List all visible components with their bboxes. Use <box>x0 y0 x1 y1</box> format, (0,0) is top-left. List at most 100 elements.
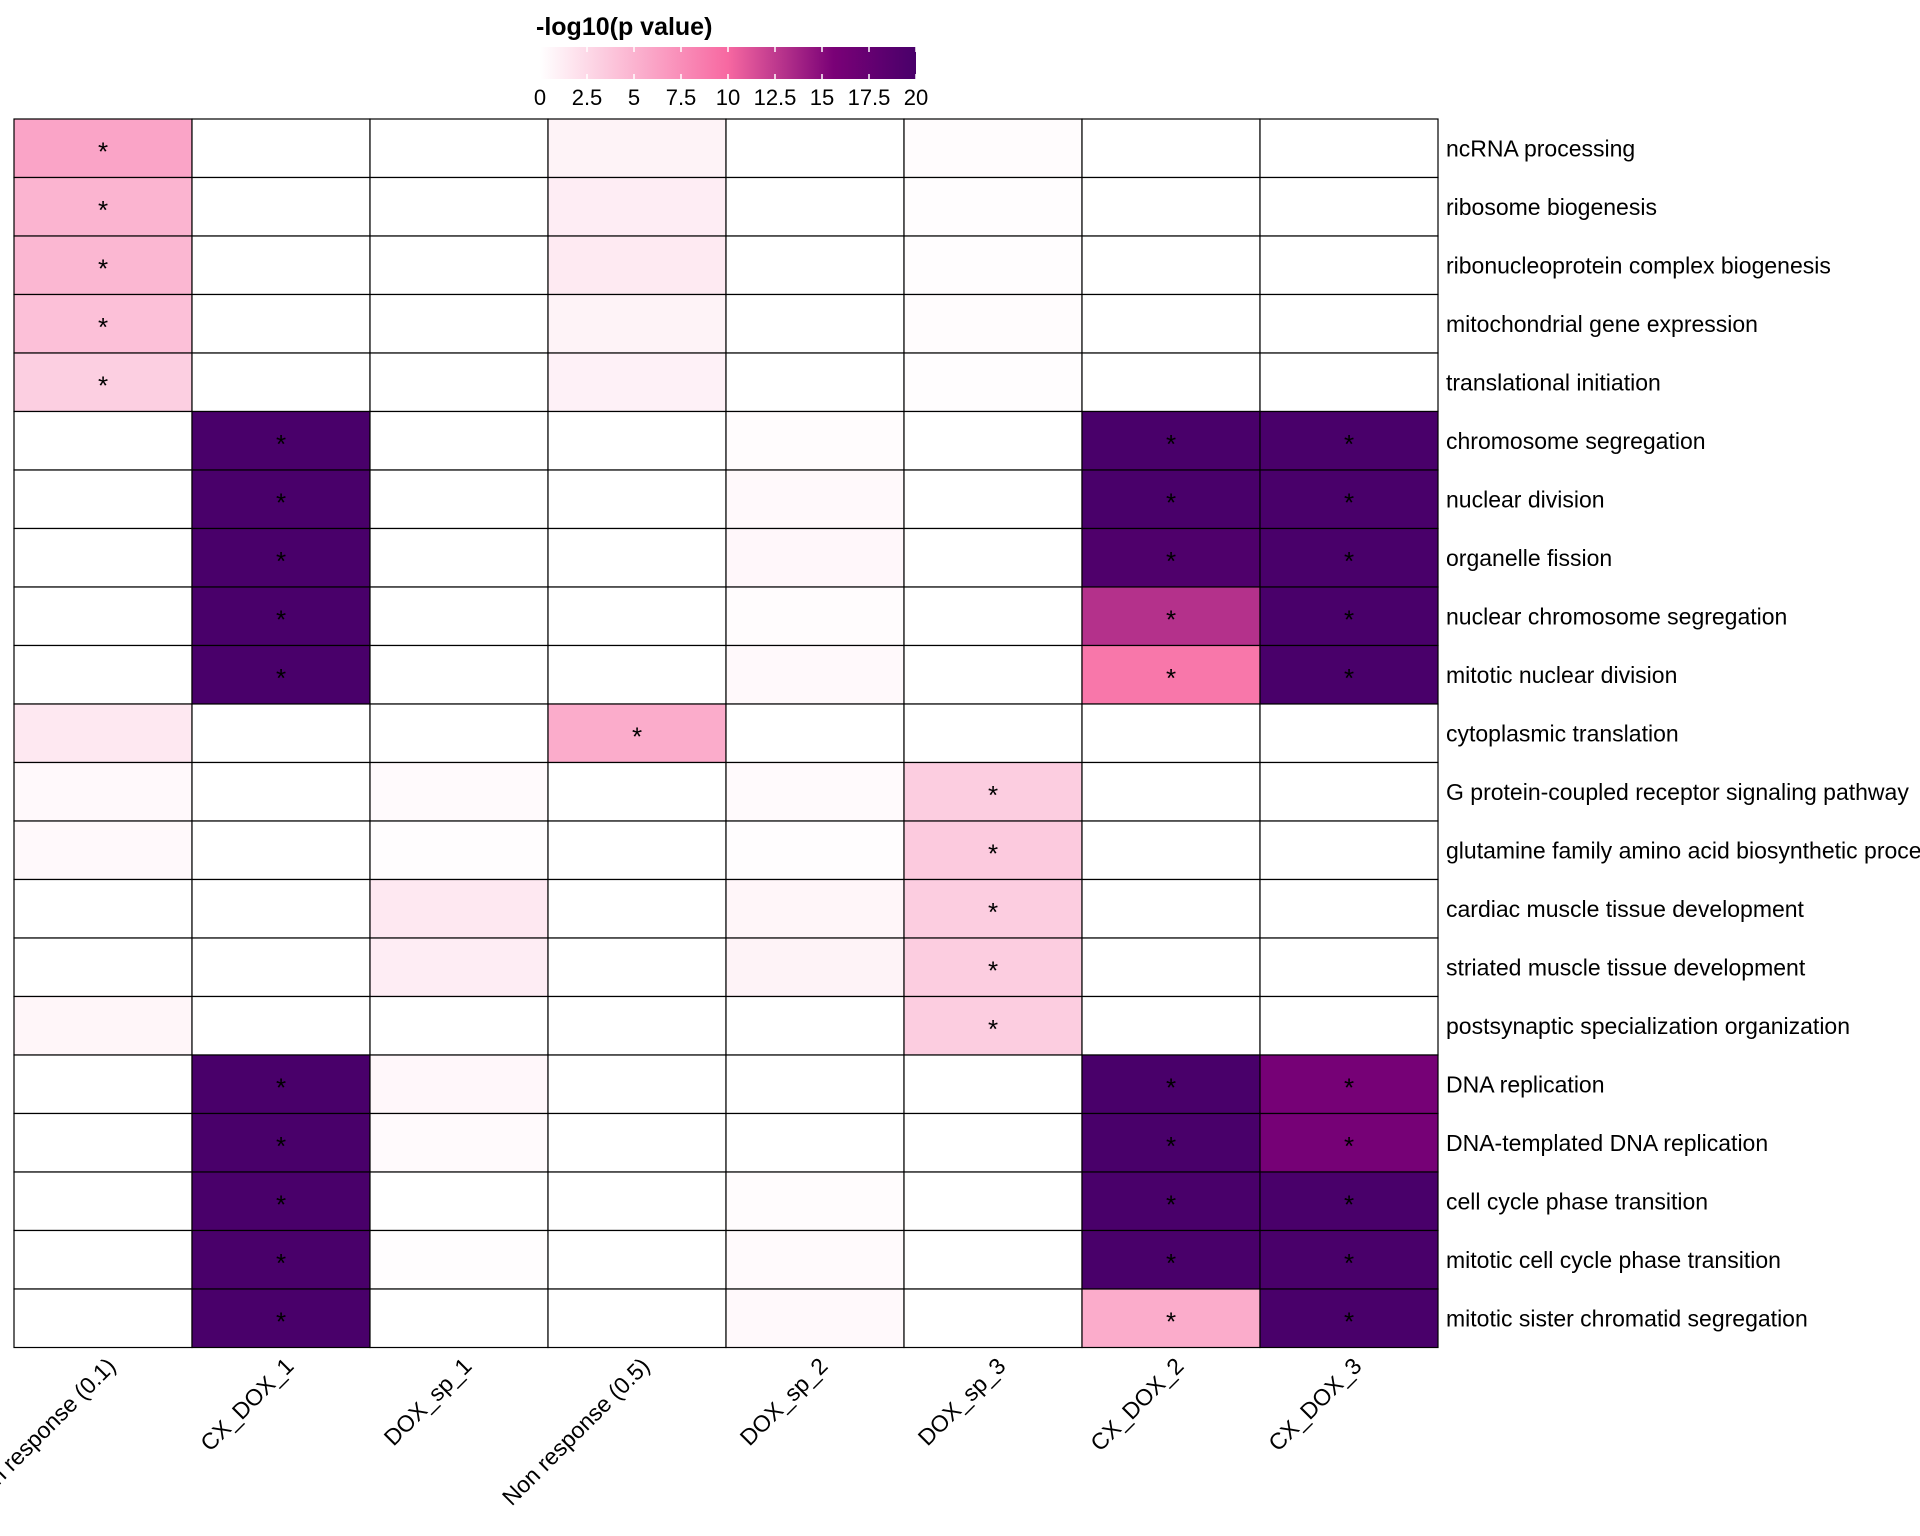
heatmap-cell <box>1081 235 1261 296</box>
heatmap-cell <box>369 118 549 179</box>
significance-marker: * <box>1344 1131 1354 1161</box>
heatmap-cell <box>903 1288 1083 1349</box>
heatmap-cell <box>1259 1112 1439 1173</box>
heatmap-cell <box>903 1112 1083 1173</box>
significance-marker: * <box>1344 546 1354 576</box>
heatmap-cell <box>725 469 905 530</box>
significance-marker: * <box>276 663 286 693</box>
significance-marker: * <box>1344 1248 1354 1278</box>
significance-marker: * <box>1166 604 1176 634</box>
heatmap-cell <box>369 586 549 647</box>
heatmap-cell <box>369 527 549 588</box>
heatmap-cell <box>369 469 549 530</box>
heatmap-cell <box>191 1112 371 1173</box>
heatmap-cell <box>725 937 905 998</box>
heatmap-cell <box>903 235 1083 296</box>
heatmap-cell <box>1081 410 1261 471</box>
heatmap-cell <box>369 1288 549 1349</box>
heatmap-cell <box>191 293 371 354</box>
significance-marker: * <box>276 1131 286 1161</box>
heatmap-cell <box>191 410 371 471</box>
heatmap-cell <box>547 703 727 764</box>
column-label: DOX_sp_3 <box>913 1353 1011 1451</box>
heatmap-cell <box>1081 176 1261 237</box>
heatmap-cell <box>1259 820 1439 881</box>
legend-tick-label: 0 <box>534 85 546 110</box>
heatmap-cell <box>1081 1288 1261 1349</box>
legend-tick-label: 7.5 <box>666 85 697 110</box>
heatmap-cell <box>1259 644 1439 705</box>
row-label: ncRNA processing <box>1446 135 1635 161</box>
color-legend: -log10(p value) 0 2.5 5 7.5 10 12.5 15 17.5 20 <box>534 13 928 110</box>
heatmap-cell <box>1081 586 1261 647</box>
legend-title: -log10(p value) <box>536 13 712 41</box>
heatmap-cell <box>547 352 727 413</box>
row-label: ribosome biogenesis <box>1446 194 1657 220</box>
heatmap-cell <box>369 410 549 471</box>
significance-markers: * * * * * * * * * * * * * * * * * * * * * * * * * * * * * * * * * * * * * * * *… <box>98 136 1354 1336</box>
column-label: Non response (0.5) <box>497 1353 655 1511</box>
heatmap-cell <box>547 118 727 179</box>
heatmap-cell <box>547 1112 727 1173</box>
heatmap-cell <box>13 761 193 822</box>
heatmap-cell <box>1081 820 1261 881</box>
significance-marker: * <box>988 955 998 985</box>
heatmap-cell <box>13 937 193 998</box>
heatmap-cell <box>13 176 193 237</box>
heatmap-cell <box>13 235 193 296</box>
significance-marker: * <box>1166 1248 1176 1278</box>
significance-marker: * <box>1166 1072 1176 1102</box>
row-label: chromosome segregation <box>1446 428 1706 454</box>
heatmap-cell <box>191 118 371 179</box>
heatmap-cell <box>13 878 193 939</box>
heatmap-cell <box>191 878 371 939</box>
heatmap-cell <box>903 410 1083 471</box>
heatmap-cell <box>369 1054 549 1115</box>
heatmap-cell <box>1081 293 1261 354</box>
heatmap-cell <box>1259 235 1439 296</box>
significance-marker: * <box>276 1189 286 1219</box>
heatmap-cell <box>725 235 905 296</box>
row-label: mitotic cell cycle phase transition <box>1446 1247 1781 1273</box>
heatmap-cell <box>13 469 193 530</box>
significance-marker: * <box>1344 1306 1354 1336</box>
heatmap-cell <box>547 586 727 647</box>
heatmap-cell <box>1081 937 1261 998</box>
row-label: mitochondrial gene expression <box>1446 311 1758 337</box>
row-label: cytoplasmic translation <box>1446 720 1679 746</box>
heatmap-cell <box>725 1171 905 1232</box>
significance-marker: * <box>1166 487 1176 517</box>
heatmap-cell <box>903 293 1083 354</box>
row-label: striated muscle tissue development <box>1446 954 1806 980</box>
heatmap-cell <box>547 995 727 1056</box>
heatmap-cell <box>903 995 1083 1056</box>
heatmap-cell <box>13 644 193 705</box>
significance-marker: * <box>1166 546 1176 576</box>
legend-tick-label: 2.5 <box>572 85 603 110</box>
heatmap-cell <box>547 937 727 998</box>
heatmap-cell <box>1081 703 1261 764</box>
significance-marker: * <box>98 312 108 342</box>
heatmap-cell <box>1081 352 1261 413</box>
heatmap-cell <box>191 1229 371 1290</box>
heatmap-cell <box>1081 878 1261 939</box>
heatmap-cell <box>1081 761 1261 822</box>
heatmap-cell <box>13 410 193 471</box>
heatmap-cell <box>547 469 727 530</box>
heatmap-cell <box>903 352 1083 413</box>
heatmap-cell <box>191 761 371 822</box>
heatmap-cell <box>369 1112 549 1173</box>
heatmap-cell <box>547 820 727 881</box>
heatmap-cell <box>903 937 1083 998</box>
heatmap-cell <box>1259 469 1439 530</box>
significance-marker: * <box>276 487 286 517</box>
heatmap-cell <box>1259 352 1439 413</box>
significance-marker: * <box>1344 487 1354 517</box>
heatmap-cell <box>903 1171 1083 1232</box>
heatmap-cell <box>13 586 193 647</box>
significance-marker: * <box>1344 1072 1354 1102</box>
row-label: glutamine family amino acid biosynthetic… <box>1446 837 1920 863</box>
significance-marker: * <box>1166 1131 1176 1161</box>
significance-marker: * <box>276 1072 286 1102</box>
